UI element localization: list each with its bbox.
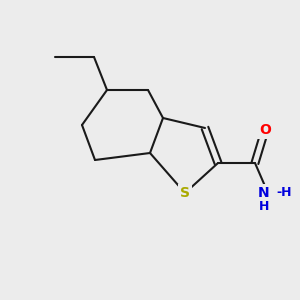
Text: H: H xyxy=(259,200,269,214)
Text: S: S xyxy=(180,186,190,200)
Text: -H: -H xyxy=(276,185,292,199)
Text: N: N xyxy=(258,186,270,200)
Text: O: O xyxy=(259,123,271,137)
